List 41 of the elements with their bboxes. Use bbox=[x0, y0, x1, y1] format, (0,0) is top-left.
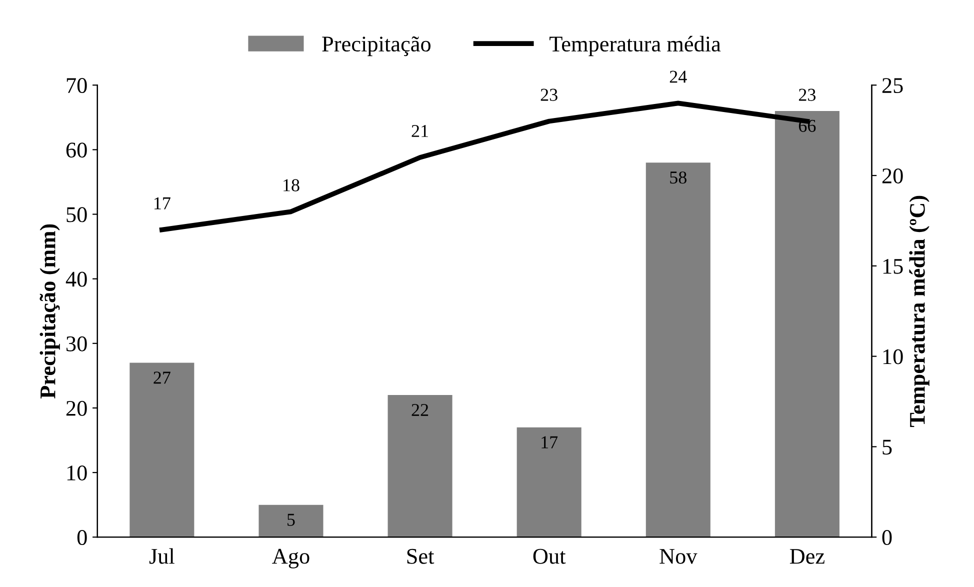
data-label: 21 bbox=[412, 124, 428, 137]
x-tick-label: Set bbox=[407, 548, 434, 564]
x-tick-label: Nov bbox=[660, 549, 698, 564]
y-tick-label: 40 bbox=[66, 272, 87, 287]
bar bbox=[258, 504, 324, 538]
x-tick-label: Jul bbox=[149, 548, 174, 564]
y-tick-label: 10 bbox=[67, 465, 87, 480]
y-tick-label: 70 bbox=[66, 78, 87, 94]
data-label: 17 bbox=[154, 197, 170, 210]
y-tick-label: 20 bbox=[66, 400, 87, 416]
y2-tick-label: 25 bbox=[882, 78, 903, 94]
data-label: 23 bbox=[540, 88, 558, 101]
y2-tick-label: 5 bbox=[882, 440, 892, 455]
y2-tick-label: 10 bbox=[883, 349, 903, 364]
legend-label: Temperatura média bbox=[550, 36, 721, 56]
y2-tick-label: 15 bbox=[883, 258, 903, 274]
data-label: 23 bbox=[798, 88, 816, 101]
y-tick-label: 0 bbox=[77, 530, 87, 546]
bar bbox=[774, 110, 840, 538]
y2-tick-label: 0 bbox=[882, 530, 892, 546]
x-tick-label: Ago bbox=[272, 548, 310, 568]
bar bbox=[516, 427, 582, 538]
y-tick-label: 60 bbox=[66, 142, 87, 158]
data-label: 58 bbox=[670, 171, 686, 184]
y2-tick-label: 20 bbox=[882, 168, 903, 184]
x-tick-label: Out bbox=[533, 548, 566, 564]
y-tick-label: 30 bbox=[66, 336, 87, 352]
bar bbox=[130, 362, 194, 538]
data-label: 22 bbox=[412, 404, 428, 416]
y2-axis-title: Temperatura média (ºC) bbox=[909, 196, 930, 427]
data-label: 27 bbox=[154, 372, 170, 384]
data-label: 24 bbox=[670, 70, 687, 83]
bar bbox=[646, 162, 710, 538]
bar bbox=[388, 395, 452, 538]
legend-label: Precipitação bbox=[322, 36, 430, 56]
y-axis-title: Precipitação (mm) bbox=[40, 224, 60, 398]
data-label: 18 bbox=[284, 179, 300, 192]
data-label: 5 bbox=[288, 514, 295, 526]
y-tick-label: 50 bbox=[66, 207, 87, 222]
data-label: 17 bbox=[542, 436, 558, 448]
x-tick-label: Dez bbox=[790, 549, 824, 564]
